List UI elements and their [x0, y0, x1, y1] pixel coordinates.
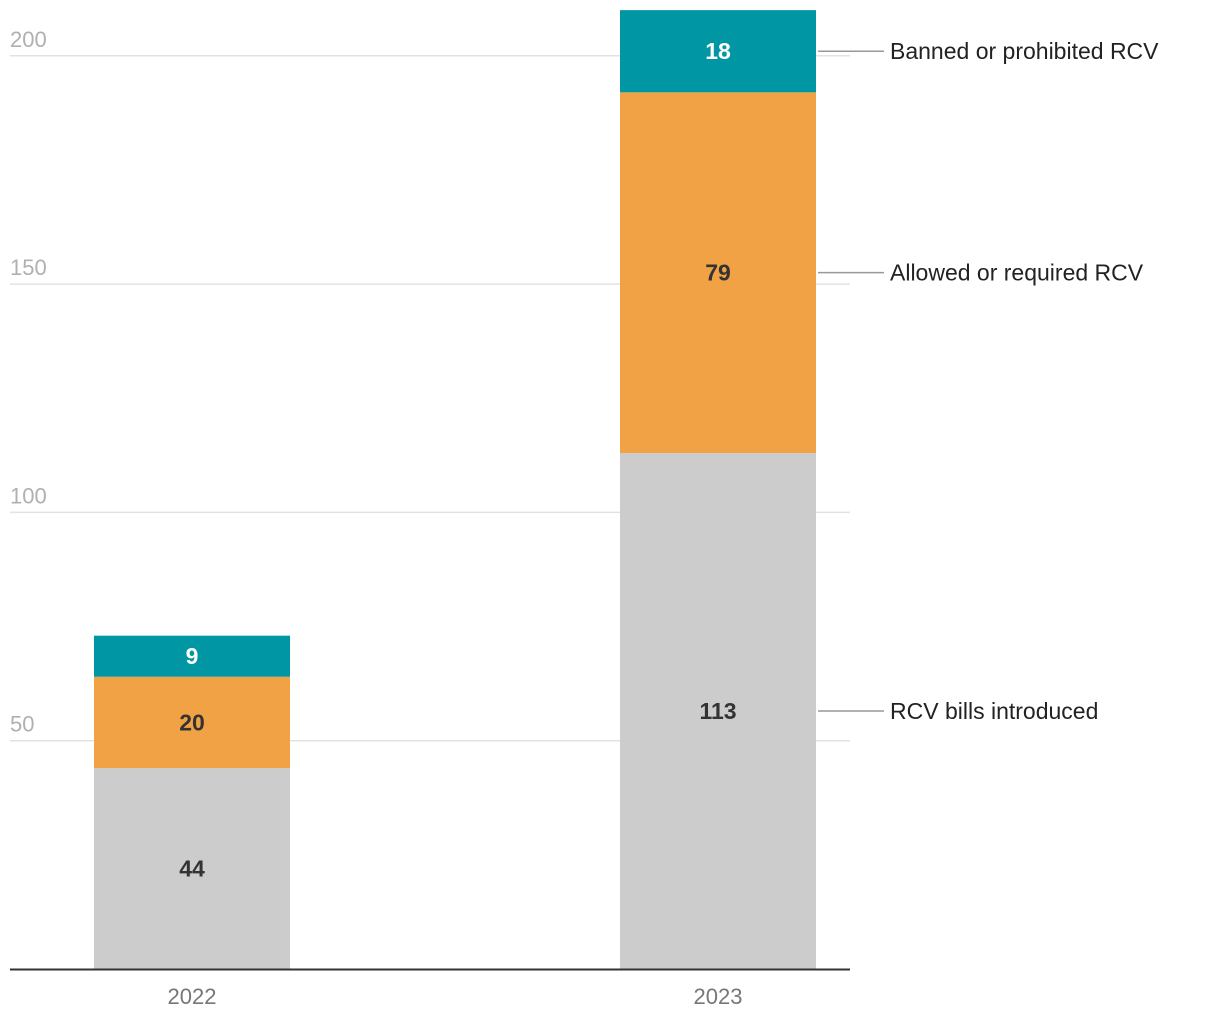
bar-value-label: 9 — [186, 643, 199, 669]
bar-segment — [94, 635, 290, 677]
bar-segment — [94, 768, 290, 969]
bar-value-label: 79 — [705, 260, 731, 286]
y-tick-label: 200 — [10, 27, 47, 52]
bar-segment — [620, 453, 816, 969]
legend-label: RCV bills introduced — [890, 698, 1098, 724]
bar-value-label: 20 — [179, 709, 205, 735]
legend-label: Banned or prohibited RCV — [890, 38, 1159, 64]
y-tick-label: 150 — [10, 255, 47, 280]
bar-value-label: 113 — [699, 698, 736, 724]
legend-label: Allowed or required RCV — [890, 260, 1144, 286]
y-tick-label: 50 — [10, 712, 34, 737]
bar-segment — [94, 676, 290, 769]
x-category-label: 2022 — [168, 984, 217, 1009]
bar-segment — [620, 10, 816, 93]
bar-segment — [620, 92, 816, 454]
x-category-label: 2023 — [694, 984, 743, 1009]
bar-value-label: 18 — [705, 38, 731, 64]
y-tick-label: 100 — [10, 483, 47, 508]
bar-value-label: 44 — [179, 856, 205, 882]
